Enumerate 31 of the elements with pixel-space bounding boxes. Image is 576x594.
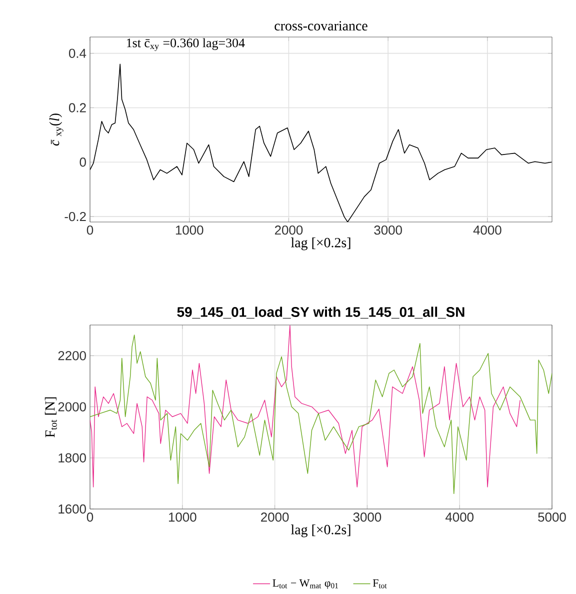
y-tick-label: 2200 [58,351,86,360]
x-tick-label: 1000 [176,226,204,235]
y-tick-label: 0.4 [68,48,86,58]
x-axis-title: lag [×0.2s] [291,524,350,538]
y-axis-title: c̄$_{xy}$(l) [49,114,64,146]
chart-title: cross-covariance [274,21,368,31]
x-tick-label: 1000 [168,512,196,522]
x-axis-title: lag [×0.2s] [291,238,350,250]
x-tick-label: 0 [86,512,94,522]
legend-label: F$_{tot}$ [372,579,387,588]
x-tick-label: 3000 [374,226,402,235]
chart-title: 59_145_01_load_SY with 15_145_01_all_SN [177,306,464,319]
y-tick-label: -0.2 [64,212,86,222]
x-tick-label: 5000 [538,512,566,522]
x-tick-label: 2000 [274,226,303,235]
y-tick-label: 0.2 [68,103,86,112]
x-tick-label: 3000 [353,512,382,522]
annotation: 1st c̄$_{xy}$ =0.360 lag=304 [126,38,245,51]
x-tick-label: 0 [86,226,94,235]
x-tick-label: 4000 [473,226,502,235]
line-series [90,64,552,222]
x-tick-label: 4000 [445,512,474,522]
y-tick-label: 2000 [58,402,86,412]
y-axis-title: F$_{tot}$ [N] [44,397,57,438]
y-tick-label: 1600 [58,504,86,514]
line-series [90,325,520,488]
x-tick-label: 2000 [261,512,289,522]
line-series [90,334,552,494]
legend-label: L$_{tot}$ − W$_{mat}$ φ$_{01}$ [272,579,338,589]
y-tick-label: 0 [80,158,86,167]
y-tick-label: 1800 [58,453,86,462]
